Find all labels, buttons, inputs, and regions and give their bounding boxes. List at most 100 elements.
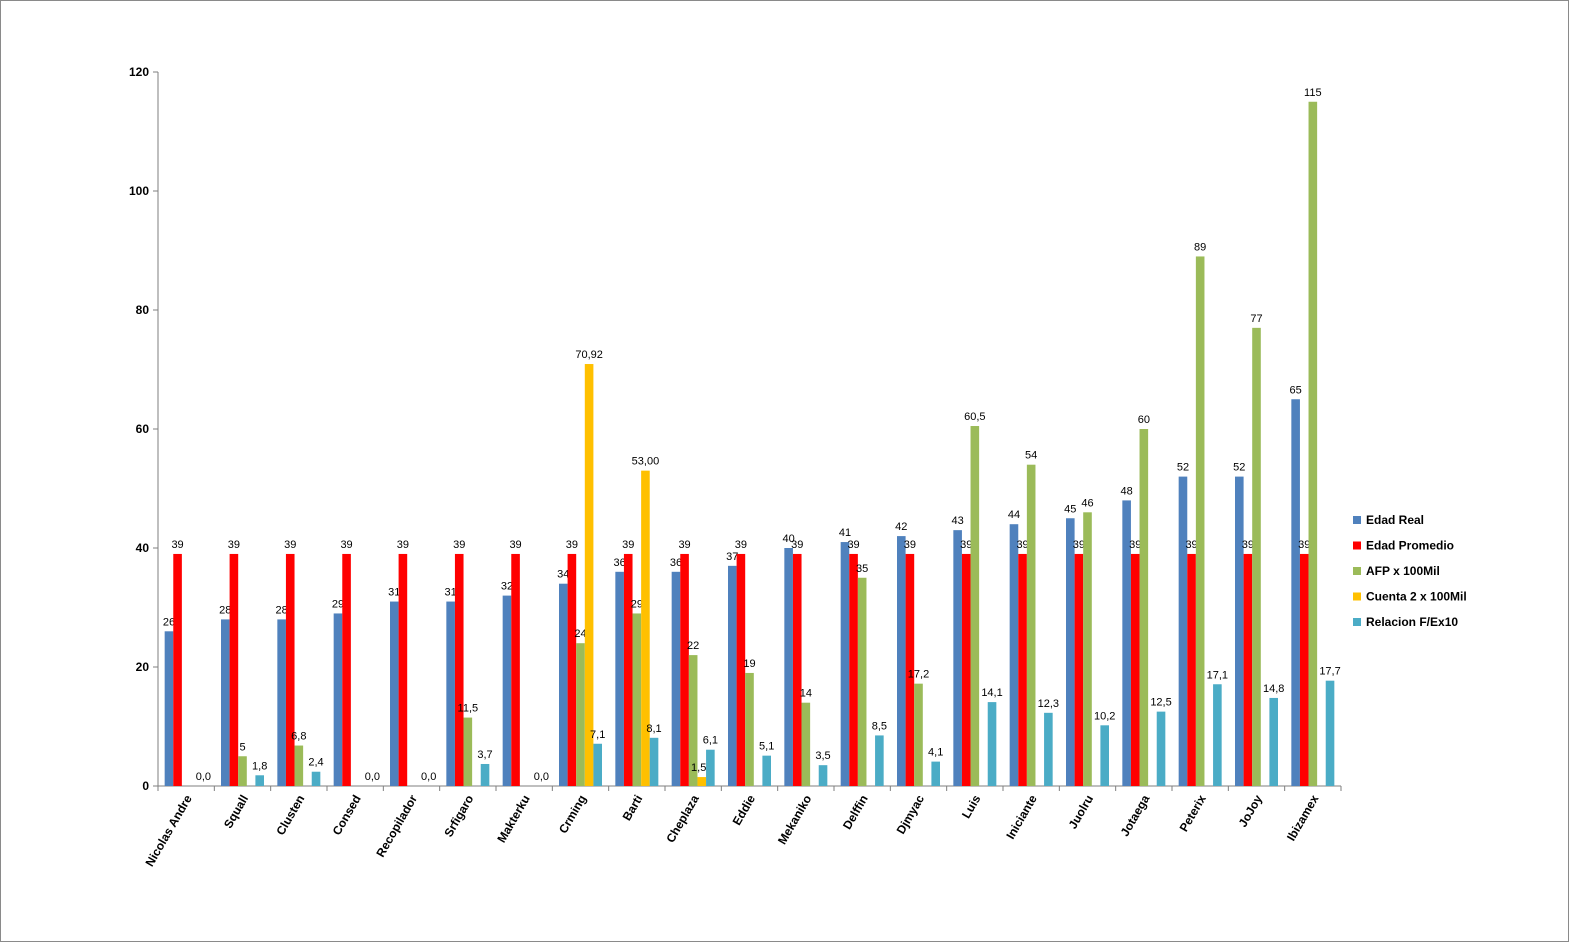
data-label: 39 xyxy=(1242,539,1254,551)
data-label: 28 xyxy=(219,604,231,616)
data-label: 115 xyxy=(1304,87,1322,99)
data-label: 35 xyxy=(856,563,868,575)
bar xyxy=(1009,524,1019,786)
data-label: 36 xyxy=(614,557,626,569)
bar xyxy=(1187,553,1196,786)
data-label: 12,5 xyxy=(1150,697,1171,709)
bar xyxy=(728,565,737,786)
data-label: 39 xyxy=(960,539,972,551)
bar xyxy=(1026,464,1036,786)
bar xyxy=(502,595,512,786)
x-tick-label: Delffin xyxy=(840,793,871,832)
x-tick-label: Eddie xyxy=(730,792,759,828)
bar xyxy=(818,765,828,786)
data-label: 53,00 xyxy=(632,456,660,468)
x-tick-label: Consed xyxy=(330,793,364,838)
bar xyxy=(1299,553,1309,786)
x-tick-label: Juolru xyxy=(1066,793,1096,832)
data-label: 8,5 xyxy=(872,720,887,732)
data-label: 48 xyxy=(1121,485,1133,497)
y-tick-label: 120 xyxy=(129,65,149,79)
data-label: 39 xyxy=(791,539,803,551)
data-label: 39 xyxy=(228,539,240,551)
bar xyxy=(1269,697,1278,786)
data-label: 3,5 xyxy=(815,750,830,762)
data-label: 45 xyxy=(1064,503,1076,515)
data-label: 39 xyxy=(566,539,578,551)
bar xyxy=(1139,429,1149,786)
bar xyxy=(1018,553,1027,786)
bar xyxy=(953,530,962,786)
data-label: 22 xyxy=(687,640,699,652)
bar xyxy=(221,619,230,786)
bar xyxy=(277,619,286,786)
bar xyxy=(480,763,490,786)
data-label: 5 xyxy=(239,741,245,753)
bar xyxy=(511,553,520,786)
x-tick-label: Srfigaro xyxy=(441,793,476,840)
bar xyxy=(238,756,247,786)
data-label: 3,7 xyxy=(477,749,492,761)
x-tick-label: Peterix xyxy=(1177,792,1209,834)
data-label: 39 xyxy=(1129,539,1141,551)
bar xyxy=(623,553,633,786)
bar xyxy=(987,702,997,786)
bar xyxy=(454,553,464,786)
bar xyxy=(1195,256,1205,786)
data-label: 0,0 xyxy=(365,771,380,783)
data-label: 39 xyxy=(509,539,521,551)
bar xyxy=(311,771,321,786)
legend-swatch xyxy=(1353,516,1361,524)
bar xyxy=(576,643,585,786)
bar xyxy=(390,601,399,786)
data-label: 14,8 xyxy=(1263,683,1284,695)
bar xyxy=(255,775,264,786)
bar xyxy=(745,672,754,786)
bar xyxy=(1252,327,1261,786)
data-label: 11,5 xyxy=(458,703,479,715)
data-label: 39 xyxy=(1185,539,1197,551)
bar xyxy=(593,743,602,786)
data-label: 70,92 xyxy=(575,349,603,361)
bar xyxy=(671,571,681,786)
x-tick-label: Luis xyxy=(959,792,984,821)
bar xyxy=(649,737,659,786)
legend-entry: Edad Promedio xyxy=(1366,539,1454,553)
data-label: 40 xyxy=(783,533,795,545)
data-label: 0,0 xyxy=(421,771,436,783)
bar xyxy=(1066,518,1075,786)
data-label: 39 xyxy=(847,539,859,551)
data-label: 52 xyxy=(1177,462,1189,474)
data-label: 39 xyxy=(678,539,690,551)
bar xyxy=(801,702,811,786)
bar xyxy=(615,571,624,786)
bar xyxy=(1100,725,1109,786)
x-tick-label: Cheplaza xyxy=(663,792,702,845)
x-tick-label: Makterku xyxy=(494,793,532,846)
x-tick-label: Djmyac xyxy=(894,792,928,836)
bar xyxy=(914,683,923,786)
data-label: 41 xyxy=(839,527,851,539)
bar xyxy=(229,553,239,786)
data-label: 39 xyxy=(340,539,352,551)
x-tick-label: Crming xyxy=(556,793,589,836)
legend-swatch xyxy=(1353,618,1361,626)
x-tick-label: JoJoy xyxy=(1236,792,1266,829)
y-tick-label: 20 xyxy=(136,660,150,674)
data-label: 39 xyxy=(735,539,747,551)
data-label: 60,5 xyxy=(964,411,985,423)
bar xyxy=(342,553,351,786)
bar xyxy=(285,553,295,786)
data-label: 44 xyxy=(1008,509,1020,521)
plot-area: 0 20 40 60 80 100 120 Nicolas Andre Squall Cluste… xyxy=(129,65,1342,869)
bar xyxy=(1325,680,1335,786)
legend-entry: Relacion F/Ex10 xyxy=(1366,615,1458,629)
bar xyxy=(567,553,577,786)
data-label: 19 xyxy=(743,658,755,670)
bar xyxy=(931,761,940,786)
data-label: 43 xyxy=(952,515,964,527)
bar xyxy=(849,553,858,786)
data-label: 39 xyxy=(1016,539,1028,551)
bar xyxy=(333,613,343,786)
